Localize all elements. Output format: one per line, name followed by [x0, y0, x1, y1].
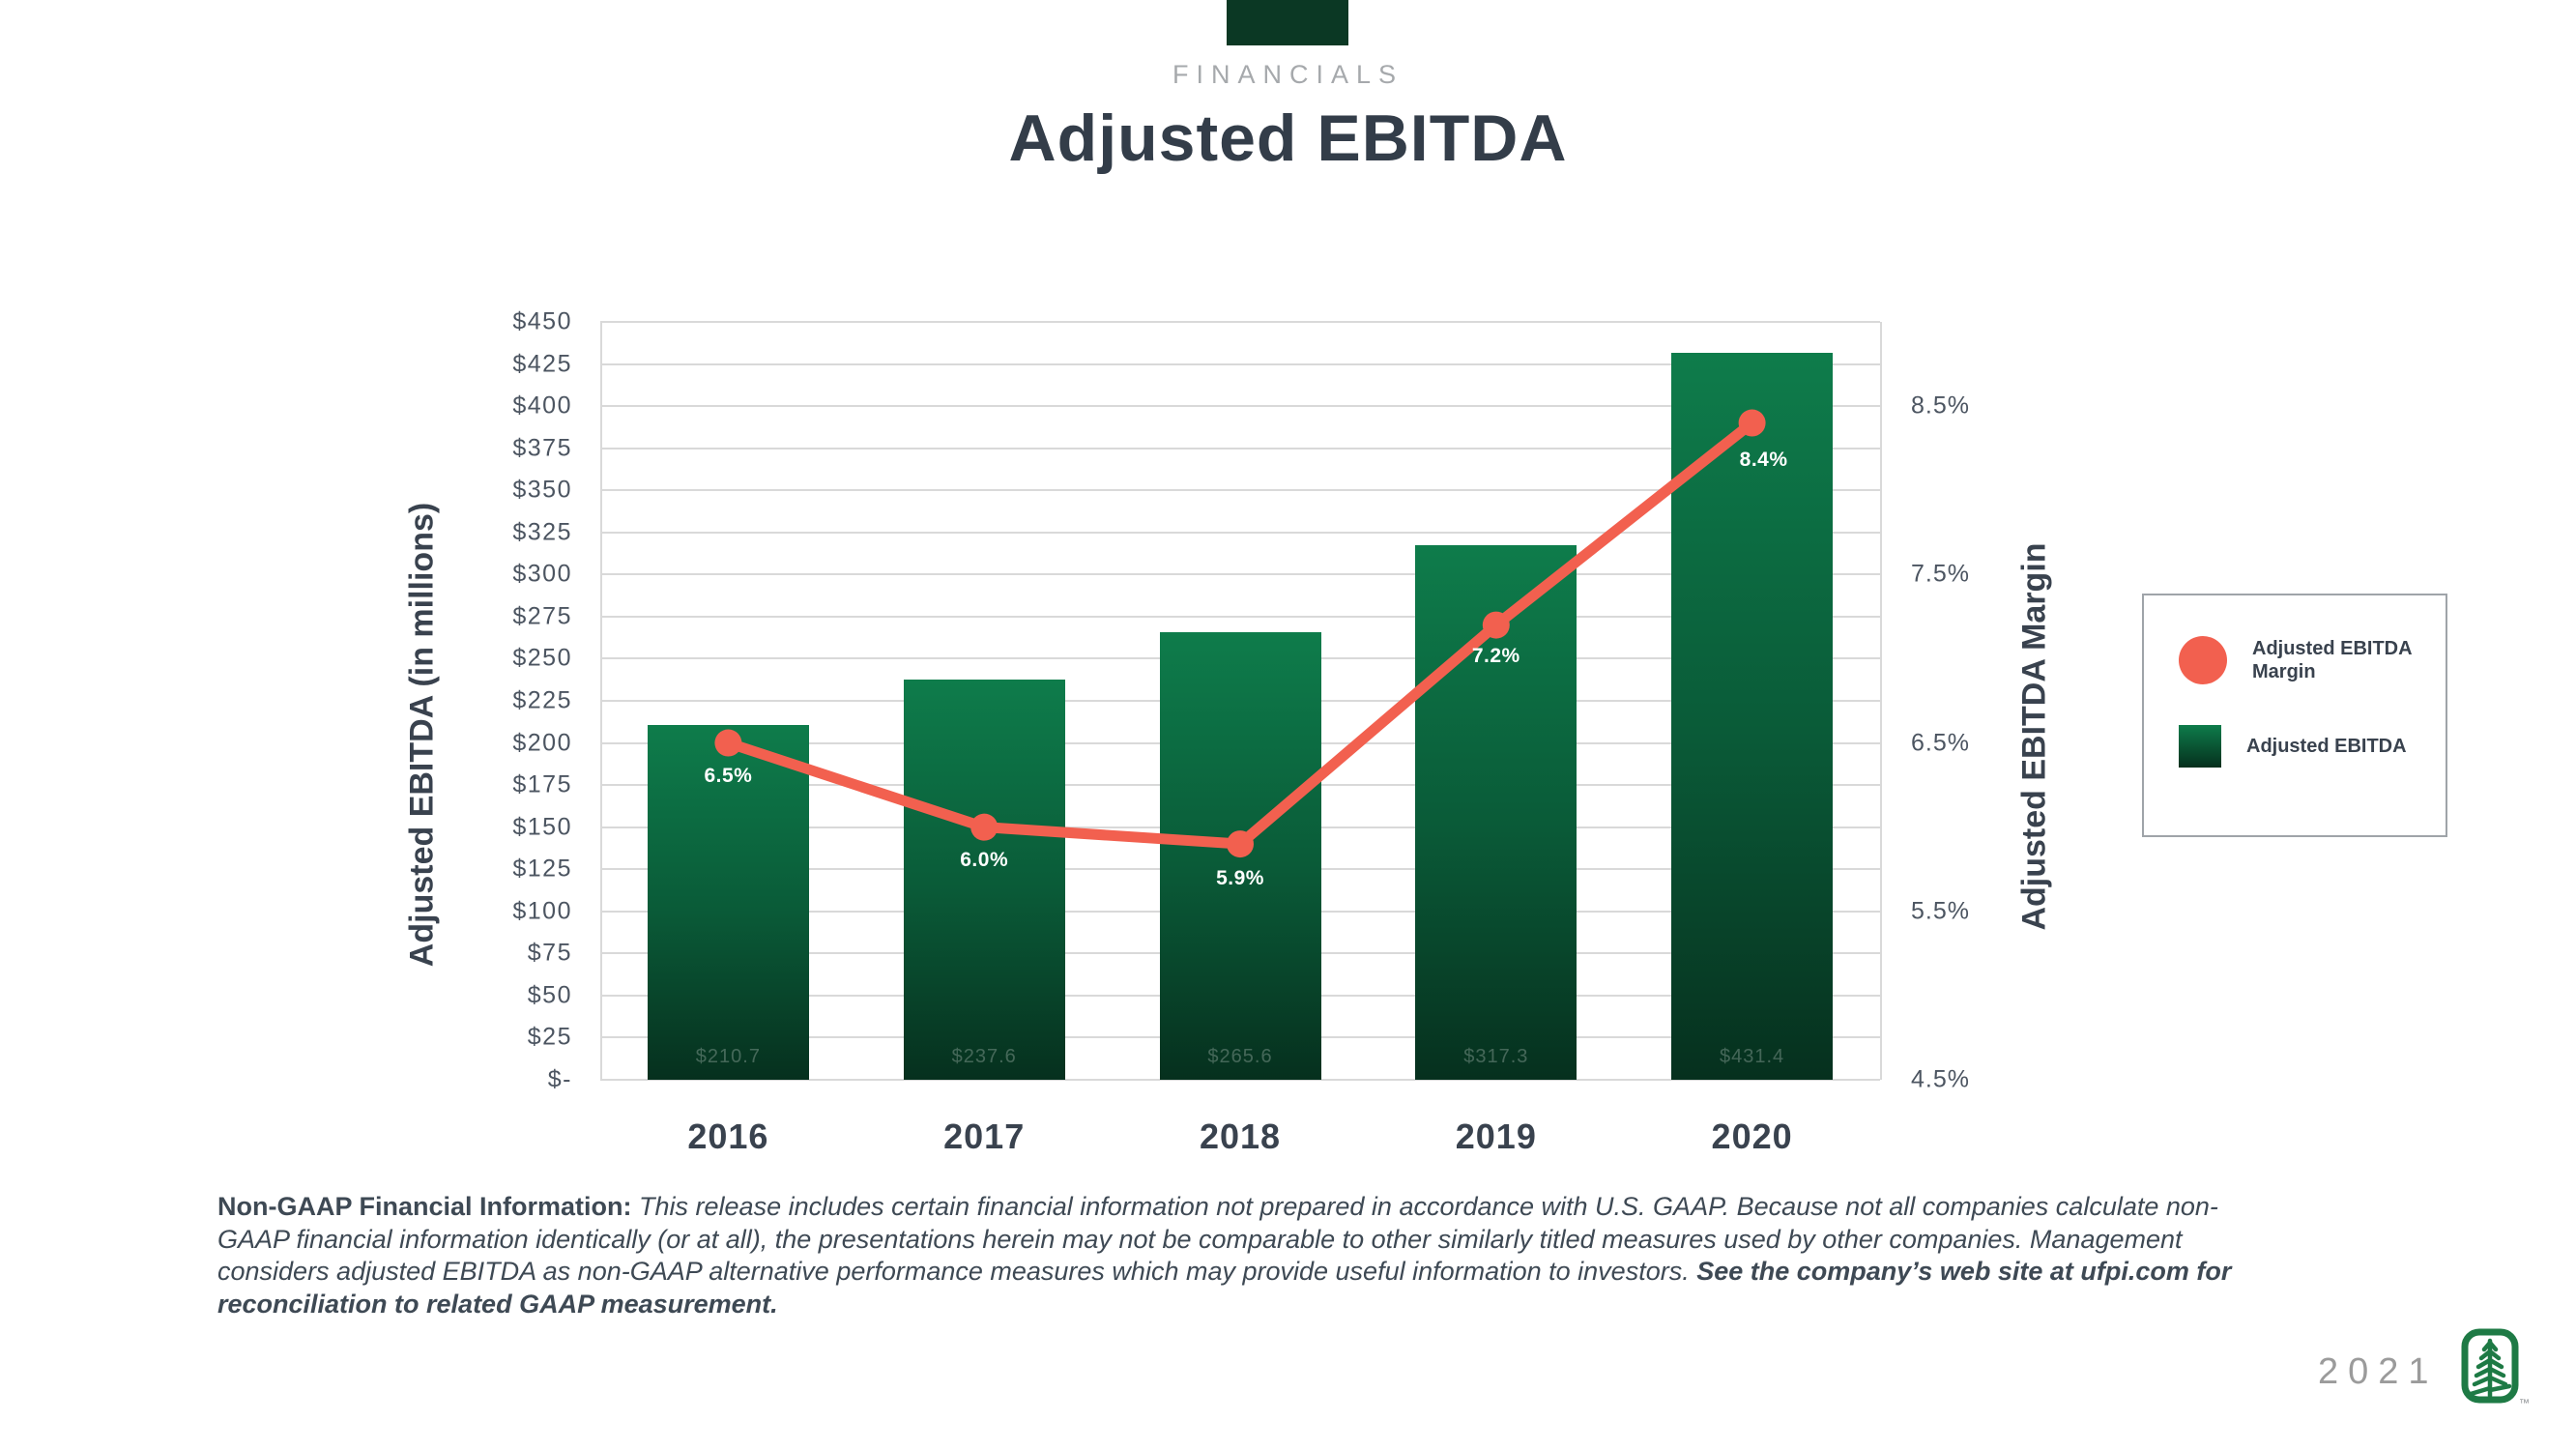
margin-line-series [714, 409, 1766, 858]
margin-value-label-2017: 6.0% [960, 848, 1009, 871]
margin-value-label-2020: 8.4% [1739, 448, 1788, 471]
disclaimer-lead: Non-GAAP Financial Information: [217, 1192, 640, 1221]
bar-2020: $431.4 [1671, 353, 1834, 1080]
bar-value-label-2016: $210.7 [695, 1045, 761, 1067]
left-axis-tick-100: $100 [512, 897, 572, 925]
margin-line [726, 419, 1756, 850]
left-axis-tick-175: $175 [512, 770, 572, 798]
x-axis-label-2016: 2016 [687, 1116, 769, 1156]
slide-year: 2021 [2318, 1351, 2439, 1392]
legend-item-label: Adjusted EBITDA Margin [2252, 638, 2412, 682]
left-axis-tick-50: $50 [527, 981, 572, 1009]
gridline-375 [600, 447, 1880, 450]
chart-legend: Adjusted EBITDA Margin Adjusted EBITDA [2142, 594, 2447, 837]
left-axis-tick-125: $125 [512, 855, 572, 883]
ufp-tree-logo [2461, 1328, 2519, 1404]
left-axis-tick-250: $250 [512, 644, 572, 672]
margin-point-2017 [970, 813, 999, 841]
non-gaap-disclaimer: Non-GAAP Financial Information: This rel… [217, 1191, 2286, 1320]
margin-point-2018 [1227, 830, 1254, 858]
left-axis-tick-300: $300 [512, 560, 572, 588]
x-axis-label-2018: 2018 [1199, 1116, 1282, 1156]
left-axis-tick-450: $450 [512, 307, 572, 335]
gridline-400 [600, 405, 1880, 408]
left-axis-title: Adjusted EBITDA (in millions) [403, 502, 441, 968]
right-axis-tick-7.5%: 7.5% [1911, 560, 1970, 588]
margin-point-2019 [1482, 611, 1510, 639]
gridline-325 [600, 531, 1880, 534]
x-axis-label-2020: 2020 [1711, 1116, 1793, 1156]
right-axis-title: Adjusted EBITDA Margin [2015, 542, 2053, 931]
right-axis-tick-8.5%: 8.5% [1911, 392, 1970, 420]
disclaimer-body: This release includes certain financial … [217, 1192, 2218, 1286]
gridline-275 [600, 615, 1880, 618]
margin-series-marker-icon [2179, 636, 2227, 684]
section-eyebrow: FINANCIALS [1172, 60, 1404, 89]
left-axis-tick-350: $350 [512, 476, 572, 504]
x-axis-label-2019: 2019 [1455, 1116, 1537, 1156]
right-axis-tick-5.5%: 5.5% [1911, 897, 1970, 925]
bar-2016: $210.7 [647, 724, 809, 1080]
right-axis-tick-4.5%: 4.5% [1911, 1065, 1970, 1093]
x-axis-label-2017: 2017 [943, 1116, 1026, 1156]
left-axis-tick-150: $150 [512, 813, 572, 841]
left-axis-tick-200: $200 [512, 729, 572, 757]
gridline-0 [600, 1079, 1880, 1081]
bar-value-label-2020: $431.4 [1720, 1045, 1785, 1067]
left-axis-tick-225: $225 [512, 686, 572, 714]
bar-value-label-2017: $237.6 [951, 1045, 1017, 1067]
left-axis-tick-400: $400 [512, 392, 572, 420]
margin-point-2020 [1738, 409, 1766, 437]
margin-value-label-2019: 7.2% [1471, 644, 1520, 667]
ebitda-series-swatch-icon [2179, 725, 2221, 768]
bar-value-label-2019: $317.3 [1463, 1045, 1529, 1067]
legend-item-label: Adjusted EBITDA [2246, 736, 2407, 757]
disclaimer-emphasis: See the company’s web site at ufpi.com f… [217, 1257, 2232, 1319]
gridline-300 [600, 573, 1880, 576]
page-title: Adjusted EBITDA [1008, 102, 1568, 175]
header-accent-tab [1227, 0, 1348, 45]
gridline-450 [600, 321, 1880, 323]
left-axis-tick-275: $275 [512, 602, 572, 630]
gridline-425 [600, 362, 1880, 365]
gridline-350 [600, 489, 1880, 492]
legend-item-ebitda: Adjusted EBITDA [2179, 725, 2446, 768]
trademark-symbol: ™ [2519, 1398, 2530, 1409]
left-axis-tick-25: $25 [527, 1023, 572, 1051]
left-axis-tick-0: $- [547, 1065, 572, 1093]
left-axis-tick-75: $75 [527, 939, 572, 967]
margin-value-label-2018: 5.9% [1216, 867, 1264, 890]
left-axis-tick-325: $325 [512, 518, 572, 546]
plot-right-border [1880, 322, 1882, 1080]
right-axis-tick-6.5%: 6.5% [1911, 729, 1970, 757]
left-axis-tick-375: $375 [512, 434, 572, 462]
margin-point-2016 [714, 729, 742, 757]
plot-left-border [600, 322, 602, 1080]
left-axis-tick-425: $425 [512, 350, 572, 378]
bar-value-label-2018: $265.6 [1207, 1045, 1273, 1067]
legend-item-margin: Adjusted EBITDA Margin [2179, 636, 2446, 684]
bar-2017: $237.6 [903, 680, 1065, 1080]
margin-value-label-2016: 6.5% [704, 764, 753, 787]
